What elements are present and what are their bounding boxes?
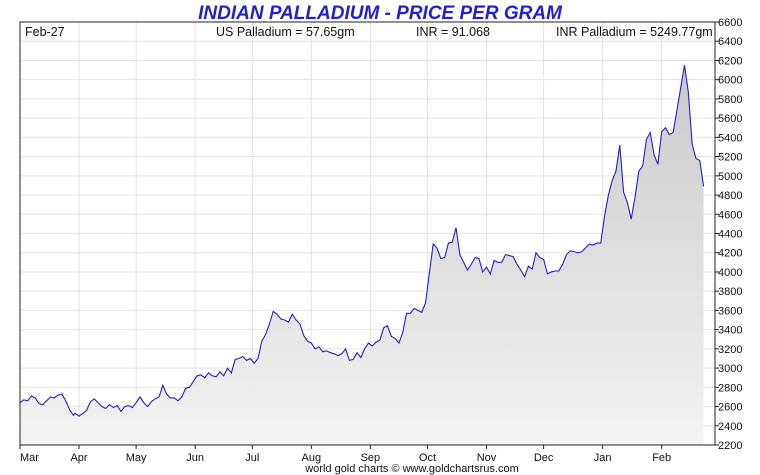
y-tick-label: 2400 bbox=[718, 421, 742, 433]
x-tick-label: Jun bbox=[186, 452, 204, 464]
chart-title: INDIAN PALLADIUM - PRICE PER GRAM bbox=[198, 3, 563, 24]
y-tick-label: 5000 bbox=[718, 171, 742, 183]
y-tick-label: 6400 bbox=[718, 36, 742, 48]
fx-rate-label: INR = 91.068 bbox=[416, 25, 490, 39]
y-tick-label: 5200 bbox=[718, 152, 742, 164]
x-tick-label: Feb bbox=[652, 452, 671, 464]
y-tick-label: 2200 bbox=[718, 440, 742, 452]
y-tick-label: 3200 bbox=[718, 344, 742, 356]
y-tick-label: 4400 bbox=[718, 229, 742, 241]
price-line bbox=[19, 65, 705, 417]
x-tick-label: Dec bbox=[534, 452, 554, 464]
price-area-fill bbox=[20, 65, 704, 445]
x-tick-label: Jul bbox=[245, 452, 259, 464]
y-tick-label: 5800 bbox=[718, 94, 742, 106]
y-tick-label: 6200 bbox=[718, 55, 742, 67]
y-tick-label: 5400 bbox=[718, 132, 742, 144]
y-axis: 2200 2400 2600 2800 3000 3200 3400 3600 3800 4000… bbox=[715, 17, 742, 452]
us-price-label: US Palladium = 57.65gm bbox=[216, 25, 355, 39]
x-axis: Mar Apr May Jun Jul Aug Sep Oct Nov Dec Jan Feb bbox=[19, 445, 671, 464]
y-tick-label: 4600 bbox=[718, 209, 742, 221]
x-tick-label: Aug bbox=[302, 452, 322, 464]
x-tick-label: Jan bbox=[594, 452, 612, 464]
y-tick-label: 6600 bbox=[718, 17, 742, 29]
y-tick-label: 4800 bbox=[718, 190, 742, 202]
x-tick-label: Oct bbox=[419, 452, 436, 464]
x-tick-label: Mar bbox=[20, 452, 39, 464]
y-tick-label: 3000 bbox=[718, 363, 742, 375]
source-credit: world gold charts © www.goldchartsrus.co… bbox=[304, 463, 519, 475]
y-tick-label: 3600 bbox=[718, 305, 742, 317]
x-tick-label: May bbox=[126, 452, 147, 464]
x-tick-label: Nov bbox=[477, 452, 497, 464]
y-tick-label: 6000 bbox=[718, 75, 742, 87]
x-tick-label: Apr bbox=[70, 452, 87, 464]
y-tick-label: 2800 bbox=[718, 382, 742, 394]
y-tick-label: 3800 bbox=[718, 286, 742, 298]
date-label: Feb-27 bbox=[25, 25, 65, 39]
y-tick-label: 3400 bbox=[718, 325, 742, 337]
y-tick-label: 4000 bbox=[718, 267, 742, 279]
y-tick-label: 2600 bbox=[718, 402, 742, 414]
inr-price-label: INR Palladium = 5249.77gm bbox=[556, 25, 713, 39]
y-tick-label: 4200 bbox=[718, 248, 742, 260]
y-tick-label: 5600 bbox=[718, 113, 742, 125]
x-tick-label: Sep bbox=[361, 452, 381, 464]
